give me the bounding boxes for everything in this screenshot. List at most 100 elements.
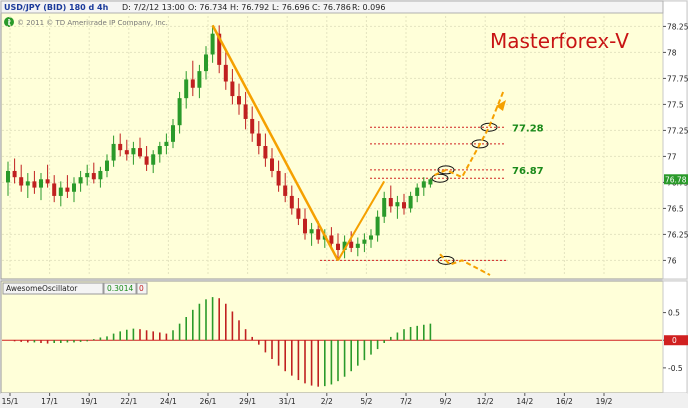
candle [402, 193, 406, 215]
price-tick-label: 78.25 [667, 22, 688, 31]
candle [217, 25, 222, 74]
candle [223, 50, 228, 90]
price-tick-label: 77.75 [667, 74, 688, 83]
price-tick-label: 77.5 [667, 100, 684, 109]
candle [19, 164, 24, 192]
candle [296, 198, 301, 226]
oscillator-zero-badge-label: 0 [672, 336, 677, 345]
candle [204, 46, 208, 80]
price-tick-label: 76.25 [667, 230, 688, 239]
price-tick-label: 76 [667, 256, 677, 265]
candle [52, 175, 57, 203]
price-tick-label: 78 [667, 48, 677, 57]
date-tick-label: 14/2 [516, 397, 533, 406]
candle [72, 177, 76, 203]
oscillator-tick-label: 0.5 [668, 309, 680, 318]
copyright-label: © 2011 © TD Ameritrade IP Company, Inc. [17, 19, 168, 27]
candle [177, 91, 182, 134]
oscillator-tick-label: -0.5 [668, 364, 683, 373]
candle [408, 191, 413, 213]
date-tick-label: 19/2 [596, 397, 613, 406]
candle [184, 71, 189, 109]
price-panel [0, 0, 664, 280]
projection-up-path [433, 89, 505, 179]
projection-down-path [439, 253, 491, 276]
date-axis-area [1, 393, 687, 408]
candle [6, 161, 10, 196]
candle [362, 233, 367, 253]
oscillator-name: AwesomeOscillator [6, 284, 78, 293]
candle [111, 135, 116, 167]
last-price-badge [664, 174, 688, 185]
date-tick-label: 29/1 [239, 397, 256, 406]
candle [369, 229, 373, 248]
symbol-label: USD/JPY (BID) 180 d 4h [4, 3, 109, 12]
oscillator-name-box [2, 282, 104, 295]
date-tick-label: 24/1 [160, 397, 177, 406]
header-bar [0, 0, 664, 14]
candle [263, 133, 268, 167]
projection-up-arrowhead [496, 100, 506, 111]
candle [355, 237, 360, 257]
date-tick-label: 17/1 [41, 397, 58, 406]
candle [230, 69, 235, 105]
candle [303, 208, 307, 240]
trend-line-up [337, 180, 386, 261]
candle [85, 164, 90, 186]
candle [164, 133, 169, 155]
date-tick-label: 16/2 [556, 397, 573, 406]
last-price-label: 76.78 [665, 175, 687, 184]
date-tick-label: 2/2 [321, 397, 333, 406]
candle [32, 170, 37, 194]
price-tick-label: 77 [667, 152, 677, 161]
info-icon[interactable] [4, 17, 14, 27]
date-tick-label: 12/2 [477, 397, 494, 406]
low-label: L: 76.696 [272, 3, 310, 12]
level-marker-ellipse [431, 173, 449, 183]
candle [25, 173, 30, 198]
candle [237, 83, 241, 115]
candle [428, 178, 433, 188]
oscillator-zero-value: 0 [139, 284, 144, 293]
oscillator-zero-box [136, 282, 148, 295]
price-axis-area [662, 0, 688, 280]
candle [421, 177, 426, 196]
candle [58, 181, 63, 207]
price-tick-label: 76.5 [667, 204, 684, 213]
close-label: C: 76.786 [312, 3, 351, 12]
candle [45, 164, 50, 188]
candle [39, 173, 43, 201]
candle [190, 60, 195, 97]
date-tick-label: 15/1 [2, 397, 19, 406]
watermark: Masterforex-V [490, 29, 629, 53]
candle [388, 185, 393, 213]
oscillator-value: 0.3014 [107, 284, 133, 293]
candle [289, 185, 294, 215]
candle [375, 210, 380, 242]
candle [270, 148, 274, 178]
date-label: D: 7/2/12 13:00 [122, 3, 185, 12]
date-tick-label: 19/1 [81, 397, 98, 406]
level-marker-ellipse [480, 122, 498, 132]
date-tick-label: 26/1 [200, 397, 217, 406]
date-tick-label: 31/1 [279, 397, 296, 406]
candle [144, 146, 149, 171]
candle [78, 170, 83, 192]
date-tick-label: 5/2 [360, 397, 372, 406]
candle [309, 222, 314, 246]
oscillator-zero-badge [664, 335, 688, 346]
level-marker-ellipse [471, 139, 489, 149]
candle [118, 133, 123, 157]
candle [151, 150, 156, 174]
candle [415, 183, 420, 203]
candle [12, 158, 17, 184]
candle [171, 118, 175, 149]
candle [336, 233, 340, 259]
candle [210, 25, 215, 63]
candle [138, 137, 142, 159]
candle [283, 173, 288, 203]
range-label: R: 0.096 [352, 3, 385, 12]
date-tick-label: 7/2 [400, 397, 412, 406]
date-tick-label: 9/2 [440, 397, 452, 406]
